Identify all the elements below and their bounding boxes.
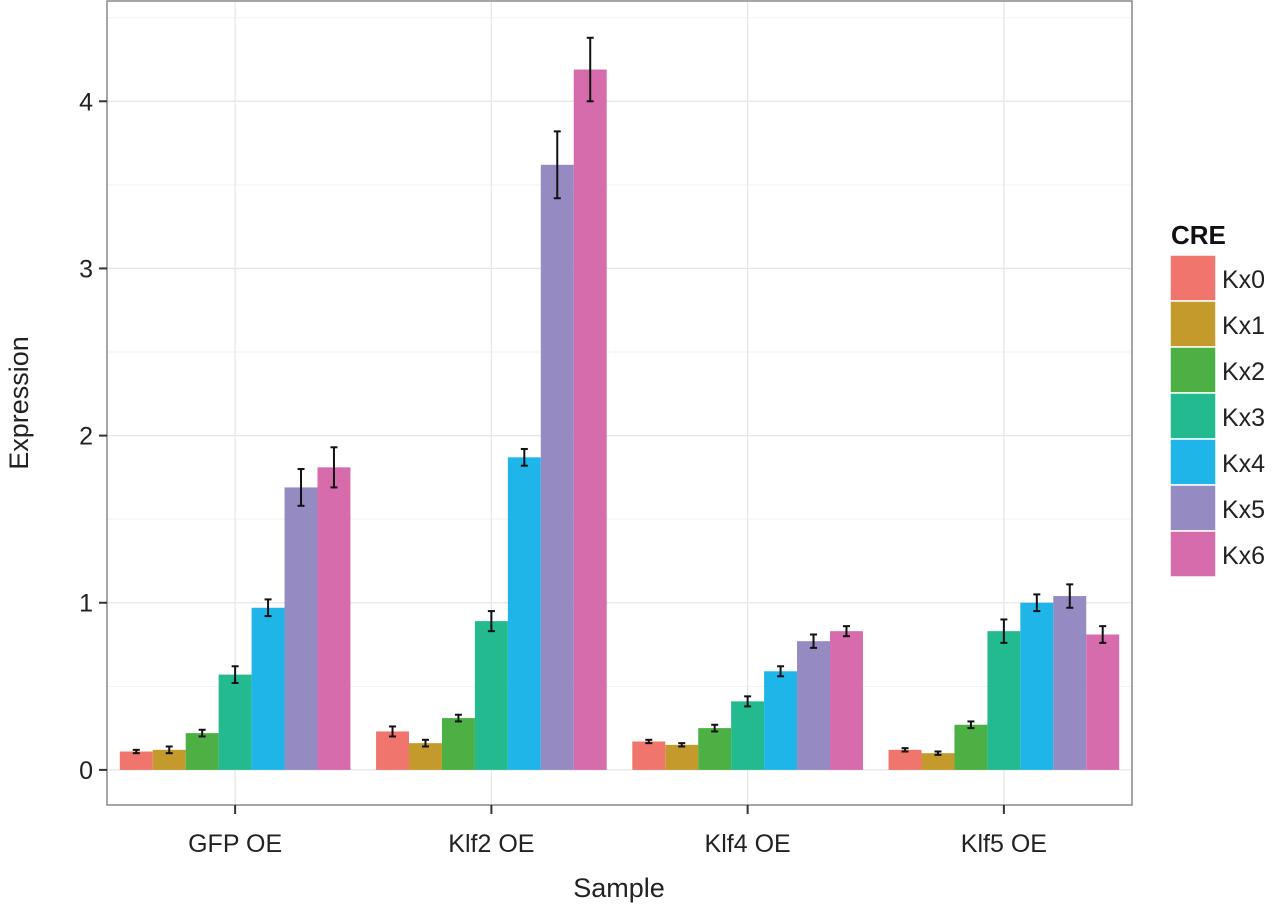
x-tick-label: Klf4 OE — [705, 830, 791, 858]
legend-title: CRE — [1171, 220, 1226, 250]
legend-key-Kx3 — [1169, 392, 1217, 440]
bar-Kx5-Klf4-OE — [797, 641, 830, 770]
bar-Kx3-Klf2-OE — [474, 621, 508, 770]
legend-key-Kx2 — [1169, 346, 1217, 394]
y-tick-label: 0 — [79, 757, 93, 785]
bar-Kx0-Klf5-OE — [888, 749, 922, 770]
x-axis-title: Sample — [573, 873, 665, 903]
bar-Kx4-Klf2-OE — [507, 457, 541, 770]
legend-key-Kx1 — [1169, 300, 1217, 348]
bar-Kx5-Klf2-OE — [540, 164, 574, 770]
axes: 0 1 2 3 4 GFP OE Klf2 OE Klf4 OE Klf5 OE — [79, 88, 1047, 858]
legend-label: Kx2 — [1222, 358, 1265, 386]
y-tick-label: 2 — [79, 423, 93, 451]
bar-Kx2-Klf2-OE — [441, 718, 475, 770]
legend: CRE Kx0 Kx1 Kx2 Kx3 Kx4 Kx5 Kx6 — [1169, 220, 1265, 578]
legend-key-Kx0 — [1169, 254, 1217, 302]
bar-Kx1-Klf5-OE — [921, 753, 955, 770]
bar-Kx4-Klf4-OE — [764, 671, 798, 770]
legend-label: Kx3 — [1222, 404, 1265, 432]
x-tick-label: GFP OE — [188, 830, 282, 858]
bar-Kx6-Klf5-OE — [1086, 634, 1120, 770]
legend-label: Kx6 — [1222, 542, 1265, 570]
x-tick-label: Klf5 OE — [961, 830, 1047, 858]
bar-Kx6-Klf2-OE — [573, 69, 607, 770]
bar-Kx2-Klf5-OE — [954, 724, 988, 770]
bars — [119, 36, 1120, 770]
legend-label: Kx1 — [1222, 312, 1265, 340]
bar-Kx0-GFP-OE — [119, 751, 153, 770]
legend-label: Kx5 — [1222, 496, 1265, 524]
y-tick-label: 1 — [79, 590, 93, 618]
bar-Kx6-GFP-OE — [317, 467, 351, 770]
bar-Kx4-Klf5-OE — [1020, 602, 1054, 770]
panel-border — [106, 0, 1133, 806]
legend-label: Kx4 — [1222, 450, 1265, 478]
bar-Kx1-Klf2-OE — [409, 743, 442, 770]
bar-Kx0-Klf2-OE — [376, 731, 410, 770]
y-tick-label: 3 — [79, 255, 93, 283]
bar-Kx1-GFP-OE — [152, 749, 186, 770]
legend-key-Kx4 — [1169, 438, 1217, 486]
bar-Kx3-Klf5-OE — [987, 631, 1021, 770]
bar-Kx2-Klf4-OE — [698, 728, 732, 770]
bar-Kx3-GFP-OE — [218, 674, 252, 770]
bar-Kx5-GFP-OE — [284, 487, 318, 770]
bar-Kx1-Klf4-OE — [665, 744, 699, 770]
bar-Kx6-Klf4-OE — [829, 631, 863, 770]
legend-key-Kx5 — [1169, 484, 1217, 532]
legend-key-Kx6 — [1169, 530, 1217, 578]
y-tick-label: 4 — [79, 88, 93, 116]
y-axis-title: Expression — [4, 336, 34, 470]
bar-Kx4-GFP-OE — [251, 607, 285, 770]
bar-Kx0-Klf4-OE — [632, 741, 666, 770]
legend-label: Kx0 — [1222, 266, 1265, 294]
x-tick-label: Klf2 OE — [448, 830, 534, 858]
bar-Kx3-Klf4-OE — [731, 701, 765, 770]
bar-Kx5-Klf5-OE — [1053, 596, 1087, 770]
bar-Kx2-GFP-OE — [185, 733, 219, 770]
